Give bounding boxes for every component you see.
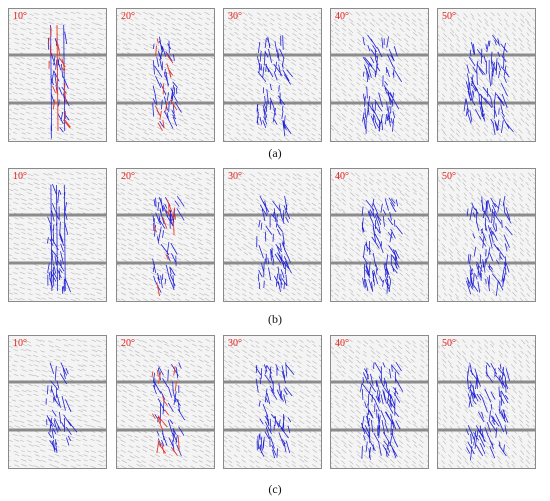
angle-label: 20° — [121, 11, 135, 22]
panel-b-3: 30° — [223, 168, 322, 302]
upper-band — [117, 213, 214, 217]
tensile-cracks — [360, 361, 404, 460]
lower-band — [224, 261, 321, 265]
upper-band — [224, 53, 321, 57]
angle-label: 50° — [442, 11, 456, 22]
tensile-cracks — [362, 34, 403, 134]
lower-band — [224, 428, 321, 432]
shear-cracks — [153, 199, 176, 297]
angle-label: 50° — [442, 338, 456, 349]
tensile-cracks — [256, 195, 292, 292]
joint-pattern — [438, 339, 535, 468]
angle-label: 10° — [13, 11, 27, 22]
lower-band — [438, 261, 535, 265]
panel-a-1: 10° — [8, 8, 107, 142]
rock-mass-texture — [438, 339, 535, 468]
rock-mass-texture — [331, 339, 428, 468]
lower-band — [117, 428, 214, 432]
panel-a-4: 40° — [330, 8, 429, 142]
rock-mass-texture — [224, 339, 321, 468]
panel-b-1: 10° — [8, 168, 107, 302]
tensile-cracks — [47, 183, 71, 294]
tensile-cracks — [152, 195, 185, 293]
tensile-cracks — [45, 362, 78, 453]
lower-band — [117, 261, 214, 265]
rock-mass-texture — [224, 11, 321, 141]
lower-band — [9, 428, 106, 432]
tensile-cracks — [361, 197, 403, 294]
tensile-cracks — [463, 34, 514, 135]
upper-band — [9, 213, 106, 217]
rock-mass-texture — [224, 171, 321, 301]
angle-label: 40° — [335, 171, 349, 182]
tensile-cracks — [152, 362, 186, 457]
panel-b-2: 20° — [116, 168, 215, 302]
lower-band — [331, 261, 428, 265]
rock-mass-texture — [9, 171, 106, 301]
joint-pattern — [331, 339, 428, 468]
rock-mass-texture — [9, 11, 106, 141]
angle-label: 20° — [121, 338, 135, 349]
caption-b: (b) — [268, 312, 282, 326]
upper-band — [331, 53, 428, 57]
rock-mass-texture — [438, 171, 535, 301]
lower-band — [438, 428, 535, 432]
angle-label: 40° — [335, 338, 349, 349]
rock-mass-texture — [117, 171, 214, 301]
panel-a-5: 50° — [437, 8, 536, 142]
upper-band — [331, 213, 428, 217]
rock-mass-texture — [331, 11, 428, 141]
shear-cracks — [47, 24, 71, 132]
panel-c-3: 30° — [223, 335, 322, 469]
joint-pattern — [224, 171, 321, 301]
angle-label: 10° — [13, 171, 27, 182]
upper-band — [117, 380, 214, 384]
joint-pattern — [438, 171, 535, 301]
angle-label: 40° — [335, 11, 349, 22]
upper-band — [331, 380, 428, 384]
angle-label: 20° — [121, 171, 135, 182]
tensile-cracks — [466, 195, 513, 296]
upper-band — [438, 53, 535, 57]
rock-mass-texture — [117, 11, 214, 141]
rock-mass-texture — [9, 338, 106, 468]
tensile-cracks — [255, 362, 295, 459]
rock-mass-texture — [117, 338, 214, 468]
panel-c-2: 20° — [116, 335, 215, 469]
rock-mass-texture — [331, 171, 428, 301]
rock-mass-texture — [438, 11, 535, 141]
angle-label: 30° — [228, 11, 242, 22]
joint-pattern — [438, 11, 535, 141]
panel-a-2: 20° — [116, 8, 215, 142]
lower-band — [438, 101, 535, 105]
row-c: 10° 20° 30° 40° 50° — [8, 335, 542, 469]
angle-label: 10° — [13, 338, 27, 349]
angle-label: 50° — [442, 171, 456, 182]
angle-label: 30° — [228, 171, 242, 182]
joint-pattern — [224, 339, 321, 468]
caption-c: (c) — [268, 482, 282, 496]
tensile-cracks — [256, 35, 294, 137]
panel-c-1: 10° — [8, 335, 107, 469]
shear-cracks — [151, 365, 180, 456]
panel-c-4: 40° — [330, 335, 429, 469]
row-b: 10° 20° 30° 40° 50° — [8, 168, 542, 302]
caption-a: (a) — [268, 146, 282, 160]
shear-cracks — [154, 38, 178, 132]
panel-b-5: 50° — [437, 168, 536, 302]
angle-label: 30° — [228, 338, 242, 349]
upper-band — [438, 380, 535, 384]
lower-band — [331, 101, 428, 105]
joint-pattern — [331, 171, 428, 301]
panel-b-4: 40° — [330, 168, 429, 302]
panel-c-5: 50° — [437, 335, 536, 469]
panel-a-3: 30° — [223, 8, 322, 142]
row-a: 10° 20° 30° 40° 50° — [8, 8, 542, 142]
tensile-cracks — [465, 362, 510, 461]
